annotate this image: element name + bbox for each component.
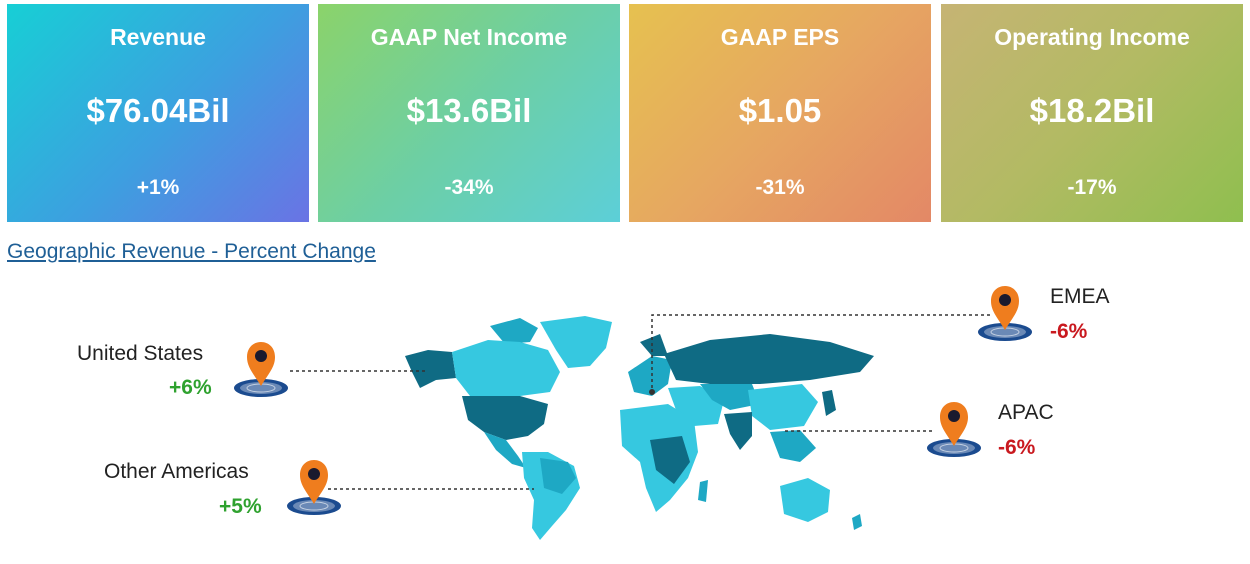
kpi-change: -17% <box>1067 176 1117 199</box>
map-central-africa <box>650 436 690 484</box>
kpi-title: GAAP EPS <box>720 24 840 50</box>
map-europe <box>628 356 672 396</box>
map-southeast-asia <box>770 430 816 462</box>
map-mexico <box>484 432 526 468</box>
kpi-title: Revenue <box>110 24 206 50</box>
region-label-other-americas: Other Americas <box>104 460 249 483</box>
map-russia <box>664 334 874 384</box>
kpi-card-revenue: Revenue $76.04Bil +1% <box>7 4 309 222</box>
map-arctic-islands <box>490 318 538 344</box>
map-india <box>724 412 752 450</box>
map-united-states <box>462 396 548 440</box>
region-change-united-states: +6% <box>169 376 212 399</box>
geographic-revenue-link[interactable]: Geographic Revenue - Percent Change <box>7 240 376 263</box>
kpi-card-operating-income: Operating Income $18.2Bil -17% <box>941 4 1243 222</box>
location-pin-icon <box>287 460 341 515</box>
location-pin-icon <box>927 402 981 457</box>
kpi-value: $76.04Bil <box>86 92 230 129</box>
map-madagascar <box>698 480 708 502</box>
location-pin-icon <box>234 342 288 397</box>
map-central-asia <box>700 384 760 410</box>
kpi-value: $1.05 <box>738 92 822 129</box>
region-change-emea: -6% <box>1050 320 1088 343</box>
region-label-emea: EMEA <box>1050 285 1110 308</box>
kpi-change: -34% <box>444 176 494 199</box>
kpi-value: $13.6Bil <box>406 92 532 129</box>
map-greenland <box>540 316 612 368</box>
kpi-title: Operating Income <box>994 24 1190 50</box>
map-china <box>748 384 818 430</box>
map-alaska <box>405 350 456 388</box>
region-change-apac: -6% <box>998 436 1036 459</box>
kpi-card-gaap-eps: GAAP EPS $1.05 -31% <box>629 4 931 222</box>
map-new-zealand <box>852 514 862 530</box>
region-change-other-americas: +5% <box>219 495 262 518</box>
kpi-change: -31% <box>755 176 805 199</box>
connector-emea <box>651 314 990 388</box>
map-canada <box>452 340 560 396</box>
kpi-change: +1% <box>136 176 180 199</box>
kpi-card-gaap-net-income: GAAP Net Income $13.6Bil -34% <box>318 4 620 222</box>
region-label-apac: APAC <box>998 401 1054 424</box>
kpi-title: GAAP Net Income <box>370 24 568 50</box>
kpi-value: $18.2Bil <box>1029 92 1155 129</box>
region-label-united-states: United States <box>77 342 204 365</box>
map-japan <box>822 390 836 416</box>
map-scandinavia <box>640 334 668 356</box>
map-brazil <box>540 458 576 494</box>
world-map <box>290 314 990 540</box>
location-pin-icon <box>978 286 1032 341</box>
map-australia <box>780 478 830 522</box>
